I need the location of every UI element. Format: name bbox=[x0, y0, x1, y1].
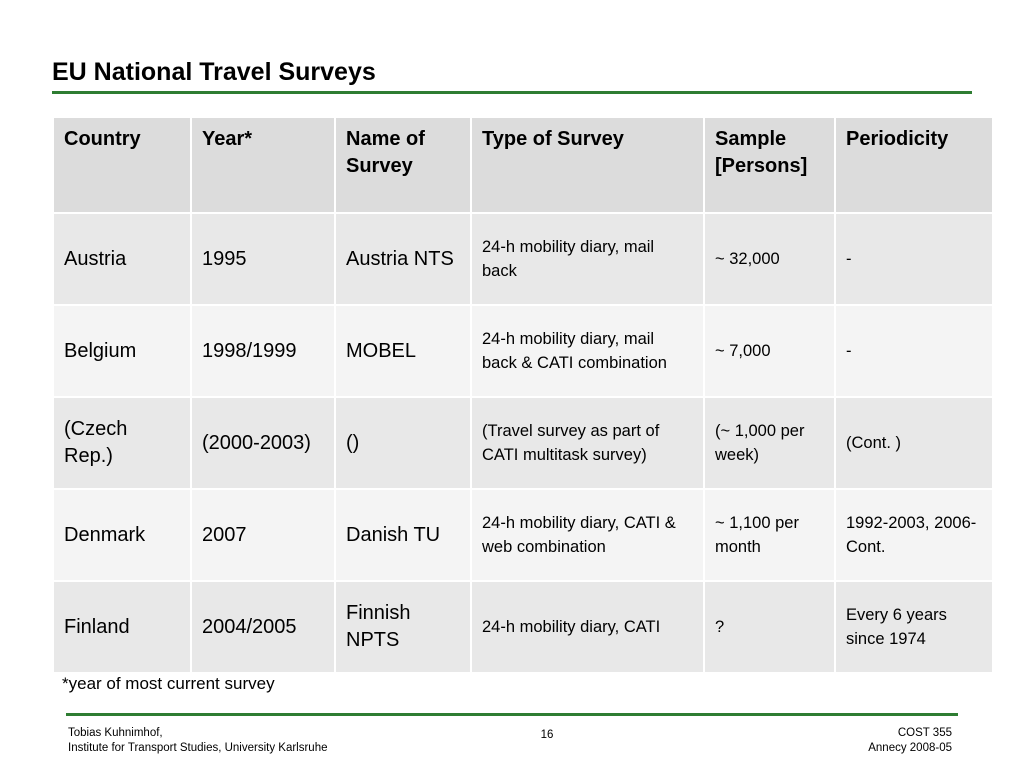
cell-sample: (~ 1,000 per week) bbox=[705, 398, 834, 488]
cell-survey-name: () bbox=[336, 398, 470, 488]
footer-institute: Institute for Transport Studies, Univers… bbox=[68, 742, 328, 754]
cell-year: 2007 bbox=[192, 490, 334, 580]
table-row: (Czech Rep.) (2000-2003) () (Travel surv… bbox=[54, 398, 992, 488]
cell-periodicity: - bbox=[836, 306, 992, 396]
header-periodicity: Periodicity bbox=[836, 118, 992, 212]
cell-survey-name: Danish TU bbox=[336, 490, 470, 580]
cell-survey-type: 24-h mobility diary, mail back & CATI co… bbox=[472, 306, 703, 396]
cell-survey-name: MOBEL bbox=[336, 306, 470, 396]
cell-country: Austria bbox=[54, 214, 190, 304]
cell-periodicity: (Cont. ) bbox=[836, 398, 992, 488]
cell-sample: ? bbox=[705, 582, 834, 672]
cell-sample: ~ 1,100 per month bbox=[705, 490, 834, 580]
table-row: Belgium 1998/1999 MOBEL 24-h mobility di… bbox=[54, 306, 992, 396]
footer-event: Annecy 2008-05 bbox=[868, 742, 952, 754]
footer-divider bbox=[66, 713, 958, 716]
header-sample: Sample [Persons] bbox=[705, 118, 834, 212]
table-row: Austria 1995 Austria NTS 24-h mobility d… bbox=[54, 214, 992, 304]
header-country: Country bbox=[54, 118, 190, 212]
cell-country: Denmark bbox=[54, 490, 190, 580]
cell-year: (2000-2003) bbox=[192, 398, 334, 488]
cell-country: Belgium bbox=[54, 306, 190, 396]
cell-survey-name: Austria NTS bbox=[336, 214, 470, 304]
footer-author-block: Tobias Kuhnimhof, Institute for Transpor… bbox=[68, 726, 328, 756]
cell-year: 1995 bbox=[192, 214, 334, 304]
cell-periodicity: Every 6 years since 1974 bbox=[836, 582, 992, 672]
footer-author: Tobias Kuhnimhof, bbox=[68, 727, 163, 739]
cell-survey-name: Finnish NPTS bbox=[336, 582, 470, 672]
page-title: EU National Travel Surveys bbox=[52, 58, 376, 86]
footer-event-block: COST 355 Annecy 2008-05 bbox=[868, 726, 952, 756]
cell-year: 1998/1999 bbox=[192, 306, 334, 396]
page-number: 16 bbox=[540, 729, 554, 741]
cell-sample: ~ 7,000 bbox=[705, 306, 834, 396]
cell-country: (Czech Rep.) bbox=[54, 398, 190, 488]
table-row: Denmark 2007 Danish TU 24-h mobility dia… bbox=[54, 490, 992, 580]
cell-year: 2004/2005 bbox=[192, 582, 334, 672]
footnote: *year of most current survey bbox=[62, 674, 275, 693]
table-row: Finland 2004/2005 Finnish NPTS 24-h mobi… bbox=[54, 582, 992, 672]
cell-survey-type: (Travel survey as part of CATI multitask… bbox=[472, 398, 703, 488]
cell-survey-type: 24-h mobility diary, CATI bbox=[472, 582, 703, 672]
title-divider bbox=[52, 91, 972, 94]
header-year: Year* bbox=[192, 118, 334, 212]
table-header-row: Country Year* Name of Survey Type of Sur… bbox=[54, 118, 992, 212]
header-name-of-survey: Name of Survey bbox=[336, 118, 470, 212]
cell-sample: ~ 32,000 bbox=[705, 214, 834, 304]
cell-survey-type: 24-h mobility diary, mail back bbox=[472, 214, 703, 304]
footer-project: COST 355 bbox=[897, 727, 952, 739]
cell-survey-type: 24-h mobility diary, CATI & web combinat… bbox=[472, 490, 703, 580]
cell-country: Finland bbox=[54, 582, 190, 672]
cell-periodicity: 1992-2003, 2006- Cont. bbox=[836, 490, 992, 580]
surveys-table: Country Year* Name of Survey Type of Sur… bbox=[52, 116, 994, 674]
header-type-of-survey: Type of Survey bbox=[472, 118, 703, 212]
cell-periodicity: - bbox=[836, 214, 992, 304]
